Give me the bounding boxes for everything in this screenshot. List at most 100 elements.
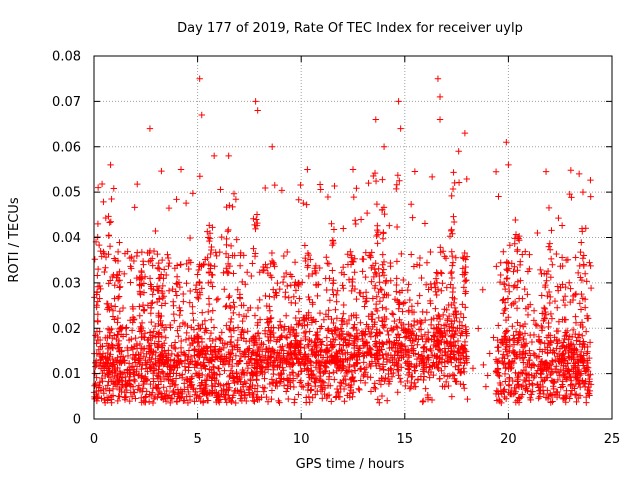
data-point xyxy=(236,348,244,355)
data-point xyxy=(334,389,342,397)
data-point xyxy=(393,181,401,188)
data-point xyxy=(314,357,322,365)
data-point xyxy=(572,254,579,261)
data-point xyxy=(259,363,267,371)
data-point xyxy=(369,295,377,302)
data-point xyxy=(584,359,592,367)
y-tick-label: 0.06 xyxy=(52,140,81,155)
data-point xyxy=(135,382,143,389)
data-point xyxy=(108,378,115,385)
data-point xyxy=(448,343,455,350)
data-point xyxy=(393,323,400,330)
data-point xyxy=(404,358,411,365)
data-point xyxy=(318,346,325,353)
data-point xyxy=(543,277,550,284)
data-point xyxy=(559,281,566,288)
data-point xyxy=(199,321,206,328)
data-point xyxy=(201,317,209,324)
data-point xyxy=(227,304,234,312)
data-point xyxy=(110,361,118,368)
data-point xyxy=(129,313,137,321)
data-point xyxy=(174,352,181,359)
data-point xyxy=(522,248,529,255)
data-point xyxy=(192,388,199,396)
data-point xyxy=(235,360,242,367)
data-point xyxy=(562,399,569,406)
data-point xyxy=(511,282,519,289)
data-point xyxy=(205,234,212,241)
data-point xyxy=(293,332,300,339)
data-point xyxy=(452,342,459,349)
data-point xyxy=(203,376,210,384)
data-point xyxy=(552,356,559,364)
data-point xyxy=(296,295,303,302)
data-point xyxy=(356,386,363,394)
data-point xyxy=(276,350,283,357)
data-point xyxy=(389,311,397,318)
data-point xyxy=(371,380,379,387)
data-point xyxy=(225,254,232,261)
data-point xyxy=(256,296,263,304)
data-point xyxy=(216,334,223,342)
data-point xyxy=(580,341,588,348)
data-point xyxy=(184,399,192,407)
data-point xyxy=(522,340,530,347)
data-point xyxy=(186,393,194,400)
data-point xyxy=(519,251,526,258)
data-point xyxy=(221,367,228,374)
data-point xyxy=(241,348,248,356)
data-point xyxy=(149,262,156,269)
data-point xyxy=(224,260,232,268)
data-point xyxy=(209,337,216,345)
data-point xyxy=(410,321,418,329)
data-point xyxy=(424,329,432,336)
data-point xyxy=(540,317,547,324)
data-point xyxy=(501,306,508,314)
data-point xyxy=(262,184,269,192)
data-point xyxy=(181,351,189,358)
data-point xyxy=(500,388,507,395)
data-point xyxy=(496,398,504,405)
data-point xyxy=(205,295,213,302)
data-point xyxy=(495,322,502,329)
data-point xyxy=(93,397,101,405)
data-point xyxy=(247,376,254,383)
data-point xyxy=(126,397,133,405)
data-point xyxy=(292,299,299,307)
data-point xyxy=(587,284,595,292)
data-point xyxy=(324,260,331,267)
data-point xyxy=(140,289,148,296)
data-point xyxy=(371,284,379,292)
data-point xyxy=(234,336,241,344)
data-point xyxy=(554,283,561,290)
data-point xyxy=(150,375,157,382)
data-point xyxy=(493,263,500,270)
data-point xyxy=(225,226,232,234)
data-point xyxy=(436,375,444,383)
data-point xyxy=(176,323,184,330)
data-point xyxy=(161,360,168,367)
data-point xyxy=(339,358,346,366)
data-point xyxy=(120,369,128,376)
data-point xyxy=(253,388,261,395)
data-point xyxy=(262,292,269,300)
data-point xyxy=(316,325,324,332)
data-point xyxy=(329,341,336,349)
data-point xyxy=(519,343,527,351)
data-point xyxy=(572,313,579,320)
data-point xyxy=(504,352,511,360)
data-point xyxy=(441,327,448,335)
data-point xyxy=(122,393,130,400)
data-point xyxy=(442,378,450,386)
data-point xyxy=(344,349,351,356)
data-point xyxy=(99,350,107,357)
data-point xyxy=(94,220,102,228)
data-point xyxy=(382,350,390,358)
data-point xyxy=(409,214,416,221)
data-point xyxy=(528,391,535,398)
data-point xyxy=(332,336,339,344)
data-point xyxy=(455,366,462,373)
data-point xyxy=(417,373,425,380)
data-point xyxy=(558,254,566,261)
data-point xyxy=(583,350,591,357)
